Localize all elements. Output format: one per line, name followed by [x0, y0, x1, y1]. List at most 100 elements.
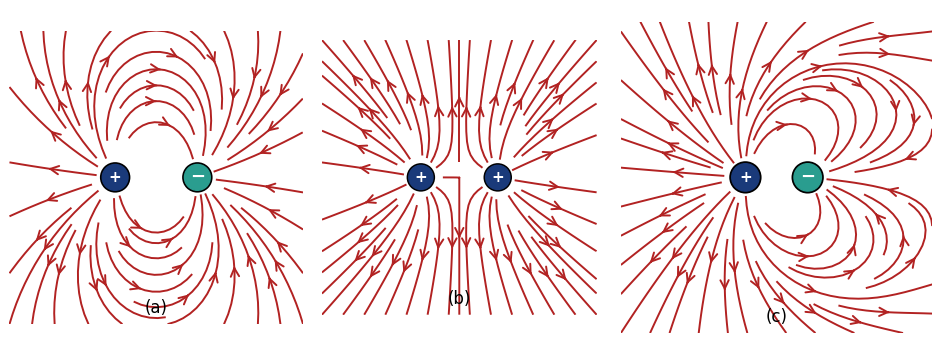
- FancyArrowPatch shape: [547, 217, 557, 225]
- FancyArrowPatch shape: [261, 87, 269, 96]
- FancyArrowPatch shape: [490, 250, 498, 259]
- Circle shape: [732, 164, 759, 191]
- Text: +: +: [415, 170, 427, 185]
- FancyArrowPatch shape: [663, 151, 672, 159]
- FancyArrowPatch shape: [37, 231, 46, 240]
- FancyArrowPatch shape: [280, 85, 289, 94]
- Circle shape: [794, 164, 821, 191]
- FancyArrowPatch shape: [276, 261, 284, 271]
- FancyArrowPatch shape: [539, 79, 547, 88]
- FancyArrowPatch shape: [252, 68, 260, 77]
- FancyArrowPatch shape: [50, 166, 59, 174]
- FancyArrowPatch shape: [709, 252, 717, 262]
- FancyArrowPatch shape: [361, 165, 369, 173]
- FancyArrowPatch shape: [159, 117, 170, 126]
- FancyArrowPatch shape: [504, 252, 511, 262]
- Circle shape: [729, 161, 761, 194]
- FancyArrowPatch shape: [371, 266, 380, 276]
- FancyArrowPatch shape: [888, 188, 898, 196]
- Text: (a): (a): [145, 299, 168, 317]
- FancyArrowPatch shape: [797, 234, 808, 243]
- FancyArrowPatch shape: [475, 239, 484, 248]
- FancyArrowPatch shape: [130, 282, 140, 289]
- FancyArrowPatch shape: [850, 316, 861, 324]
- FancyArrowPatch shape: [167, 49, 177, 57]
- FancyArrowPatch shape: [737, 89, 744, 99]
- FancyArrowPatch shape: [356, 251, 365, 260]
- Text: +: +: [109, 170, 121, 185]
- FancyArrowPatch shape: [362, 217, 371, 225]
- FancyArrowPatch shape: [513, 99, 522, 109]
- Circle shape: [100, 162, 131, 193]
- FancyArrowPatch shape: [906, 152, 916, 159]
- FancyArrowPatch shape: [798, 51, 808, 59]
- FancyArrowPatch shape: [669, 143, 678, 151]
- FancyArrowPatch shape: [269, 122, 278, 130]
- FancyArrowPatch shape: [77, 244, 85, 253]
- FancyArrowPatch shape: [435, 107, 443, 116]
- FancyArrowPatch shape: [729, 262, 738, 272]
- FancyArrowPatch shape: [150, 64, 160, 72]
- FancyArrowPatch shape: [696, 65, 705, 75]
- Circle shape: [486, 165, 509, 189]
- FancyArrowPatch shape: [651, 253, 660, 262]
- Circle shape: [182, 162, 212, 193]
- FancyArrowPatch shape: [725, 75, 734, 84]
- FancyArrowPatch shape: [393, 255, 401, 265]
- FancyArrowPatch shape: [912, 114, 920, 125]
- FancyArrowPatch shape: [891, 101, 900, 111]
- FancyArrowPatch shape: [806, 305, 815, 313]
- FancyArrowPatch shape: [371, 79, 380, 88]
- Text: −: −: [800, 168, 815, 186]
- FancyArrowPatch shape: [660, 208, 670, 216]
- FancyArrowPatch shape: [475, 107, 484, 116]
- FancyArrowPatch shape: [550, 238, 560, 247]
- FancyArrowPatch shape: [52, 132, 61, 141]
- FancyArrowPatch shape: [543, 152, 552, 160]
- FancyArrowPatch shape: [47, 193, 57, 201]
- FancyArrowPatch shape: [762, 62, 771, 72]
- FancyArrowPatch shape: [547, 130, 557, 138]
- FancyArrowPatch shape: [100, 56, 109, 67]
- FancyArrowPatch shape: [806, 285, 815, 292]
- Circle shape: [185, 164, 210, 190]
- FancyArrowPatch shape: [540, 236, 549, 245]
- FancyArrowPatch shape: [669, 121, 678, 130]
- FancyArrowPatch shape: [901, 236, 908, 246]
- FancyArrowPatch shape: [777, 122, 787, 130]
- FancyArrowPatch shape: [462, 108, 471, 117]
- FancyArrowPatch shape: [63, 81, 71, 90]
- FancyArrowPatch shape: [420, 96, 429, 105]
- FancyArrowPatch shape: [435, 239, 443, 248]
- FancyArrowPatch shape: [666, 68, 674, 79]
- FancyArrowPatch shape: [207, 52, 215, 62]
- FancyArrowPatch shape: [373, 246, 382, 256]
- FancyArrowPatch shape: [172, 265, 183, 274]
- FancyArrowPatch shape: [848, 244, 855, 255]
- FancyArrowPatch shape: [664, 90, 672, 100]
- FancyArrowPatch shape: [663, 223, 672, 232]
- FancyArrowPatch shape: [270, 210, 279, 218]
- FancyArrowPatch shape: [523, 264, 531, 273]
- FancyArrowPatch shape: [557, 270, 565, 279]
- FancyArrowPatch shape: [672, 248, 682, 258]
- FancyArrowPatch shape: [266, 184, 276, 192]
- FancyArrowPatch shape: [798, 253, 808, 261]
- FancyArrowPatch shape: [162, 238, 173, 247]
- FancyArrowPatch shape: [407, 93, 415, 103]
- FancyArrowPatch shape: [420, 250, 429, 259]
- FancyArrowPatch shape: [82, 83, 91, 92]
- FancyArrowPatch shape: [48, 255, 56, 265]
- FancyArrowPatch shape: [147, 81, 156, 89]
- Text: +: +: [491, 170, 504, 185]
- FancyArrowPatch shape: [57, 264, 65, 274]
- FancyArrowPatch shape: [456, 98, 463, 106]
- Text: (b): (b): [448, 290, 471, 308]
- FancyArrowPatch shape: [692, 97, 701, 106]
- FancyArrowPatch shape: [98, 275, 106, 285]
- FancyArrowPatch shape: [359, 108, 368, 117]
- FancyArrowPatch shape: [231, 268, 239, 277]
- FancyArrowPatch shape: [448, 108, 456, 117]
- FancyArrowPatch shape: [462, 238, 471, 247]
- FancyArrowPatch shape: [36, 79, 44, 88]
